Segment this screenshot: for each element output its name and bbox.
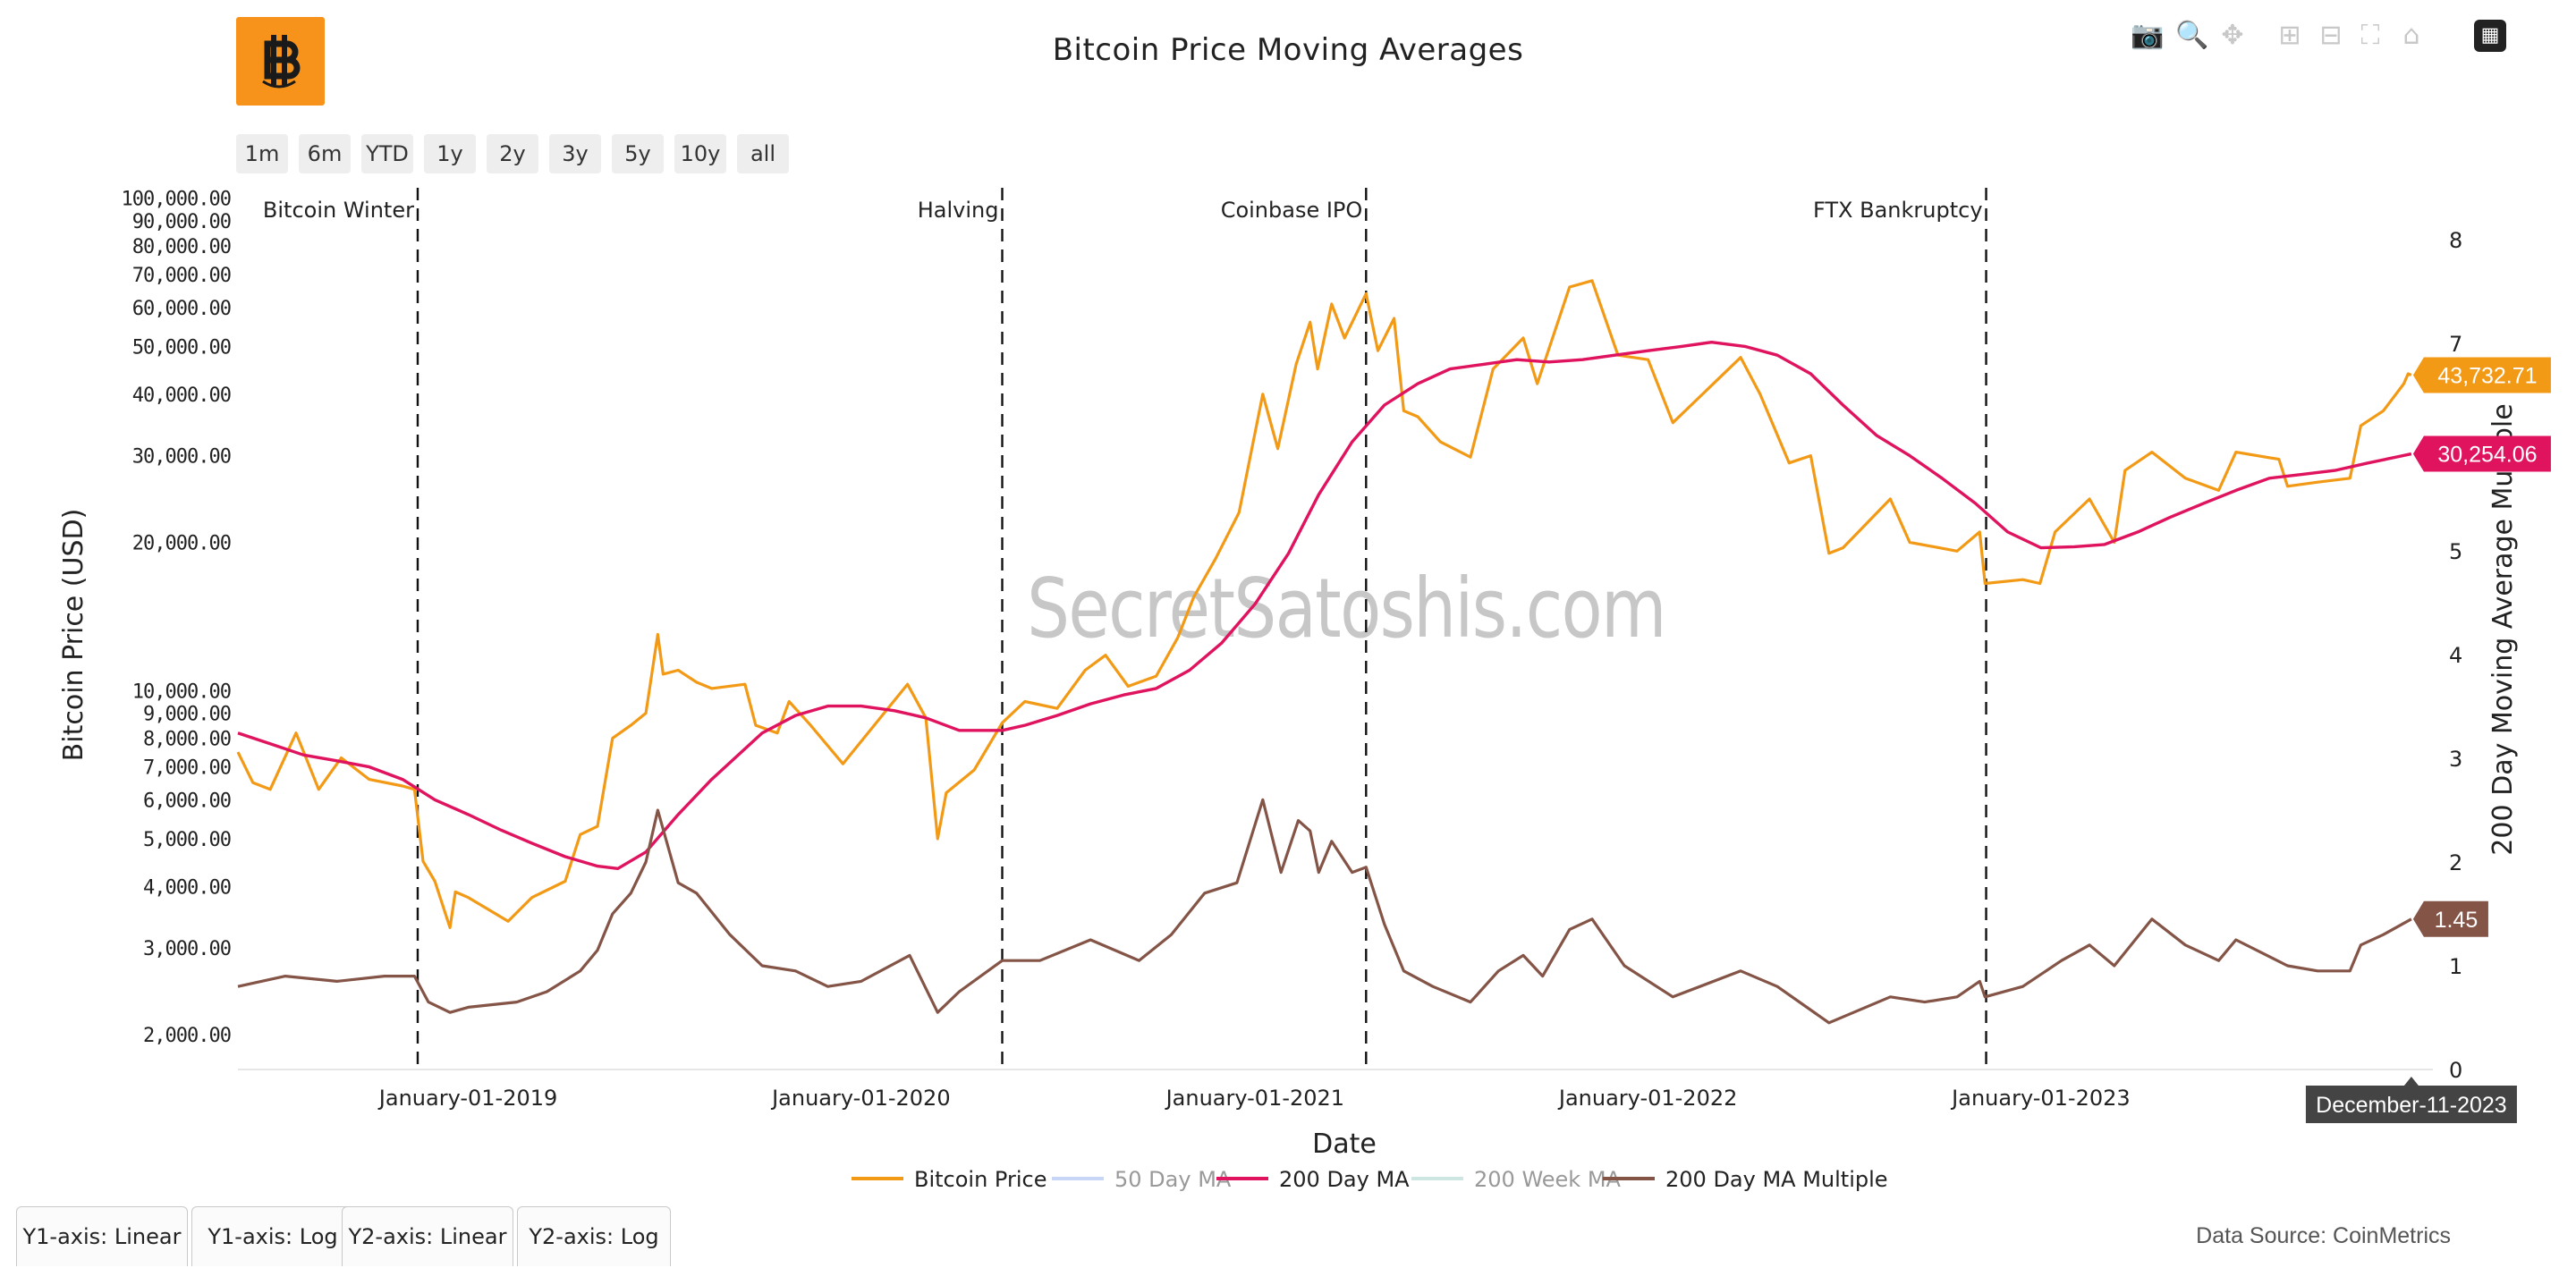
zoom-out-icon[interactable]: ⊟ [2319,20,2343,51]
y2-tick-label: 5 [2449,539,2462,564]
end-value-tag-bg [2412,900,2488,937]
y2-tick-label: 3 [2449,747,2462,772]
y2-tick-label: 4 [2449,643,2462,668]
hover-date-tag: December-11-2023 [2305,1077,2517,1123]
range-button-10y[interactable]: 10y [674,134,726,173]
y-tick-label: 3,000.00 [143,938,231,960]
series-line-200-day-ma [237,341,2412,870]
range-button-5y[interactable]: 5y [612,134,664,173]
y-tick-label: 9,000.00 [143,703,231,725]
bitcoin-logo-mark [262,35,301,89]
event-label: Halving [918,198,999,223]
y2-tick-label: 2 [2449,850,2462,875]
x-tick-label: January-01-2021 [1165,1086,1345,1111]
range-button-3y[interactable]: 3y [549,134,601,173]
range-button-2y[interactable]: 2y [487,134,538,173]
y-tick-label: 50,000.00 [132,336,231,359]
legend-item-50-day-ma[interactable]: 50 Day MA [1052,1167,1232,1192]
end-value-tag: 1.45 [2412,900,2488,937]
y-axis-title: Bitcoin Price (USD) [58,509,89,762]
price-chart[interactable]: SecretSatoshis.com Bitcoin Winter Halving… [0,0,2576,1198]
reset-axes-icon[interactable]: ⌂ [2402,20,2420,51]
legend-label: Bitcoin Price [914,1167,1046,1192]
tab-y1-linear[interactable]: Y1-axis: Linear [16,1206,188,1266]
y-tick-label: 60,000.00 [132,298,231,320]
event-label: Bitcoin Winter [263,198,414,223]
y-tick-label: 30,000.00 [132,446,231,469]
x-tick-label: January-01-2019 [377,1086,558,1111]
y-tick-label: 10,000.00 [132,680,231,703]
tab-y2-linear[interactable]: Y2-axis: Linear [342,1206,513,1266]
hover-date-text: December-11-2023 [2316,1093,2507,1118]
range-button-ytd[interactable]: YTD [361,134,413,173]
range-button-all[interactable]: all [737,134,789,173]
y-tick-label: 5,000.00 [143,829,231,851]
y-tick-label: 6,000.00 [143,790,231,812]
range-button-1m[interactable]: 1m [236,134,288,173]
zoom-in-icon[interactable]: ⊞ [2278,20,2301,51]
y-tick-label: 2,000.00 [143,1025,231,1047]
legend-label: 50 Day MA [1114,1167,1232,1192]
y2-tick-label: 8 [2449,228,2462,253]
legend-label: 200 Week MA [1474,1167,1622,1192]
legend-item-200-day-ma[interactable]: 200 Day MA [1216,1167,1410,1192]
y2-tick-label: 7 [2449,332,2462,357]
pan-icon[interactable]: ✥ [2221,20,2244,51]
tab-y2-log[interactable]: Y2-axis: Log [517,1206,671,1266]
y2-tick-label: 0 [2449,1058,2462,1083]
event-label: Coinbase IPO [1221,198,1363,223]
y-tick-label: 4,000.00 [143,876,231,899]
autoscale-icon[interactable]: ⛶ [2360,20,2380,51]
end-value-tag: 30,254.06 [2412,435,2551,472]
end-value-tag-text: 30,254.06 [2437,443,2537,468]
event-label: FTX Bankruptcy [1813,198,1983,223]
data-source-note: Data Source: CoinMetrics [2196,1223,2451,1248]
hover-date-pointer [2403,1077,2419,1086]
tab-y1-log[interactable]: Y1-axis: Log [191,1206,354,1266]
zoom-icon[interactable]: 🔍 [2175,20,2209,51]
watermark-text: SecretSatoshis.com [1027,561,1665,656]
y-tick-label: 80,000.00 [132,236,231,258]
end-value-tag-text: 1.45 [2435,908,2479,933]
legend-label: 200 Day MA [1279,1167,1410,1192]
end-value-tag-bg [2412,435,2551,472]
y-tick-label: 90,000.00 [132,211,231,233]
series-line-bitcoin-price [236,279,2412,929]
y-tick-label: 100,000.00 [122,189,231,211]
y-tick-label: 7,000.00 [143,757,231,780]
range-button-1y[interactable]: 1y [424,134,476,173]
bitcoin-logo [236,17,325,106]
y-tick-label: 20,000.00 [132,533,231,555]
y-tick-label: 40,000.00 [132,385,231,407]
y-tick-label: 70,000.00 [132,265,231,287]
x-tick-label: January-01-2023 [1950,1086,2131,1111]
x-axis-title: Date [1312,1129,1377,1160]
chart-title: Bitcoin Price Moving Averages [1052,32,1524,68]
end-value-tag-text: 43,732.71 [2437,363,2537,388]
bar-chart-icon[interactable]: ▦ [2474,20,2506,52]
x-tick-label: January-01-2022 [1557,1086,1738,1111]
legend-label: 200 Day MA Multiple [1665,1167,1888,1192]
hover-date-bg [2305,1086,2517,1123]
legend-item-200-week-ma[interactable]: 200 Week MA [1411,1167,1622,1192]
series-line-200-day-ma-multiple [237,798,2412,1025]
legend-item-bitcoin-price[interactable]: Bitcoin Price [852,1167,1046,1192]
x-tick-label: January-01-2020 [770,1086,951,1111]
end-value-tag-bg [2412,357,2551,393]
y2-tick-label: 1 [2449,954,2462,979]
y2-axis-title: 200 Day Moving Average Multiple [2487,403,2519,855]
end-value-tag: 43,732.71 [2412,357,2551,393]
range-button-6m[interactable]: 6m [299,134,351,173]
legend-item-200-day-ma-multiple[interactable]: 200 Day MA Multiple [1603,1167,1888,1192]
camera-icon[interactable]: 📷 [2131,20,2165,51]
y-tick-label: 8,000.00 [143,729,231,751]
